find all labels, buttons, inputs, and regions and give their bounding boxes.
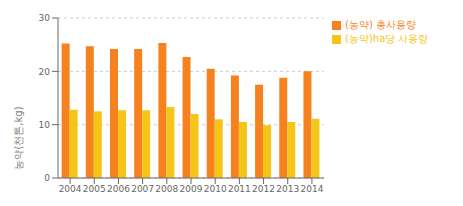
svg-text:농약(천톤,kg): 농약(천톤,kg) (13, 106, 24, 169)
html-text:(농약) 총사용량: (농약) 총사용량 (345, 19, 416, 30)
svg-text:2006: 2006 (107, 184, 130, 194)
svg-text:2011: 2011 (228, 184, 251, 194)
html-text:(농약)ha당 사용량: (농약)ha당 사용량 (345, 33, 429, 44)
svg-text:0: 0 (44, 173, 50, 183)
svg-text:2012: 2012 (252, 184, 275, 194)
svg-text:2008: 2008 (155, 184, 178, 194)
svg-text:2013: 2013 (276, 184, 299, 194)
svg-text:2014: 2014 (300, 184, 323, 194)
svg-text:2010: 2010 (204, 184, 227, 194)
svg-text:2004: 2004 (59, 184, 82, 194)
svg-text:20: 20 (39, 67, 51, 77)
svg-text:2007: 2007 (131, 184, 154, 194)
svg-text:2009: 2009 (180, 184, 203, 194)
svg-text:30: 30 (39, 13, 51, 23)
svg-text:2005: 2005 (83, 184, 106, 194)
svg-text:10: 10 (39, 120, 51, 130)
